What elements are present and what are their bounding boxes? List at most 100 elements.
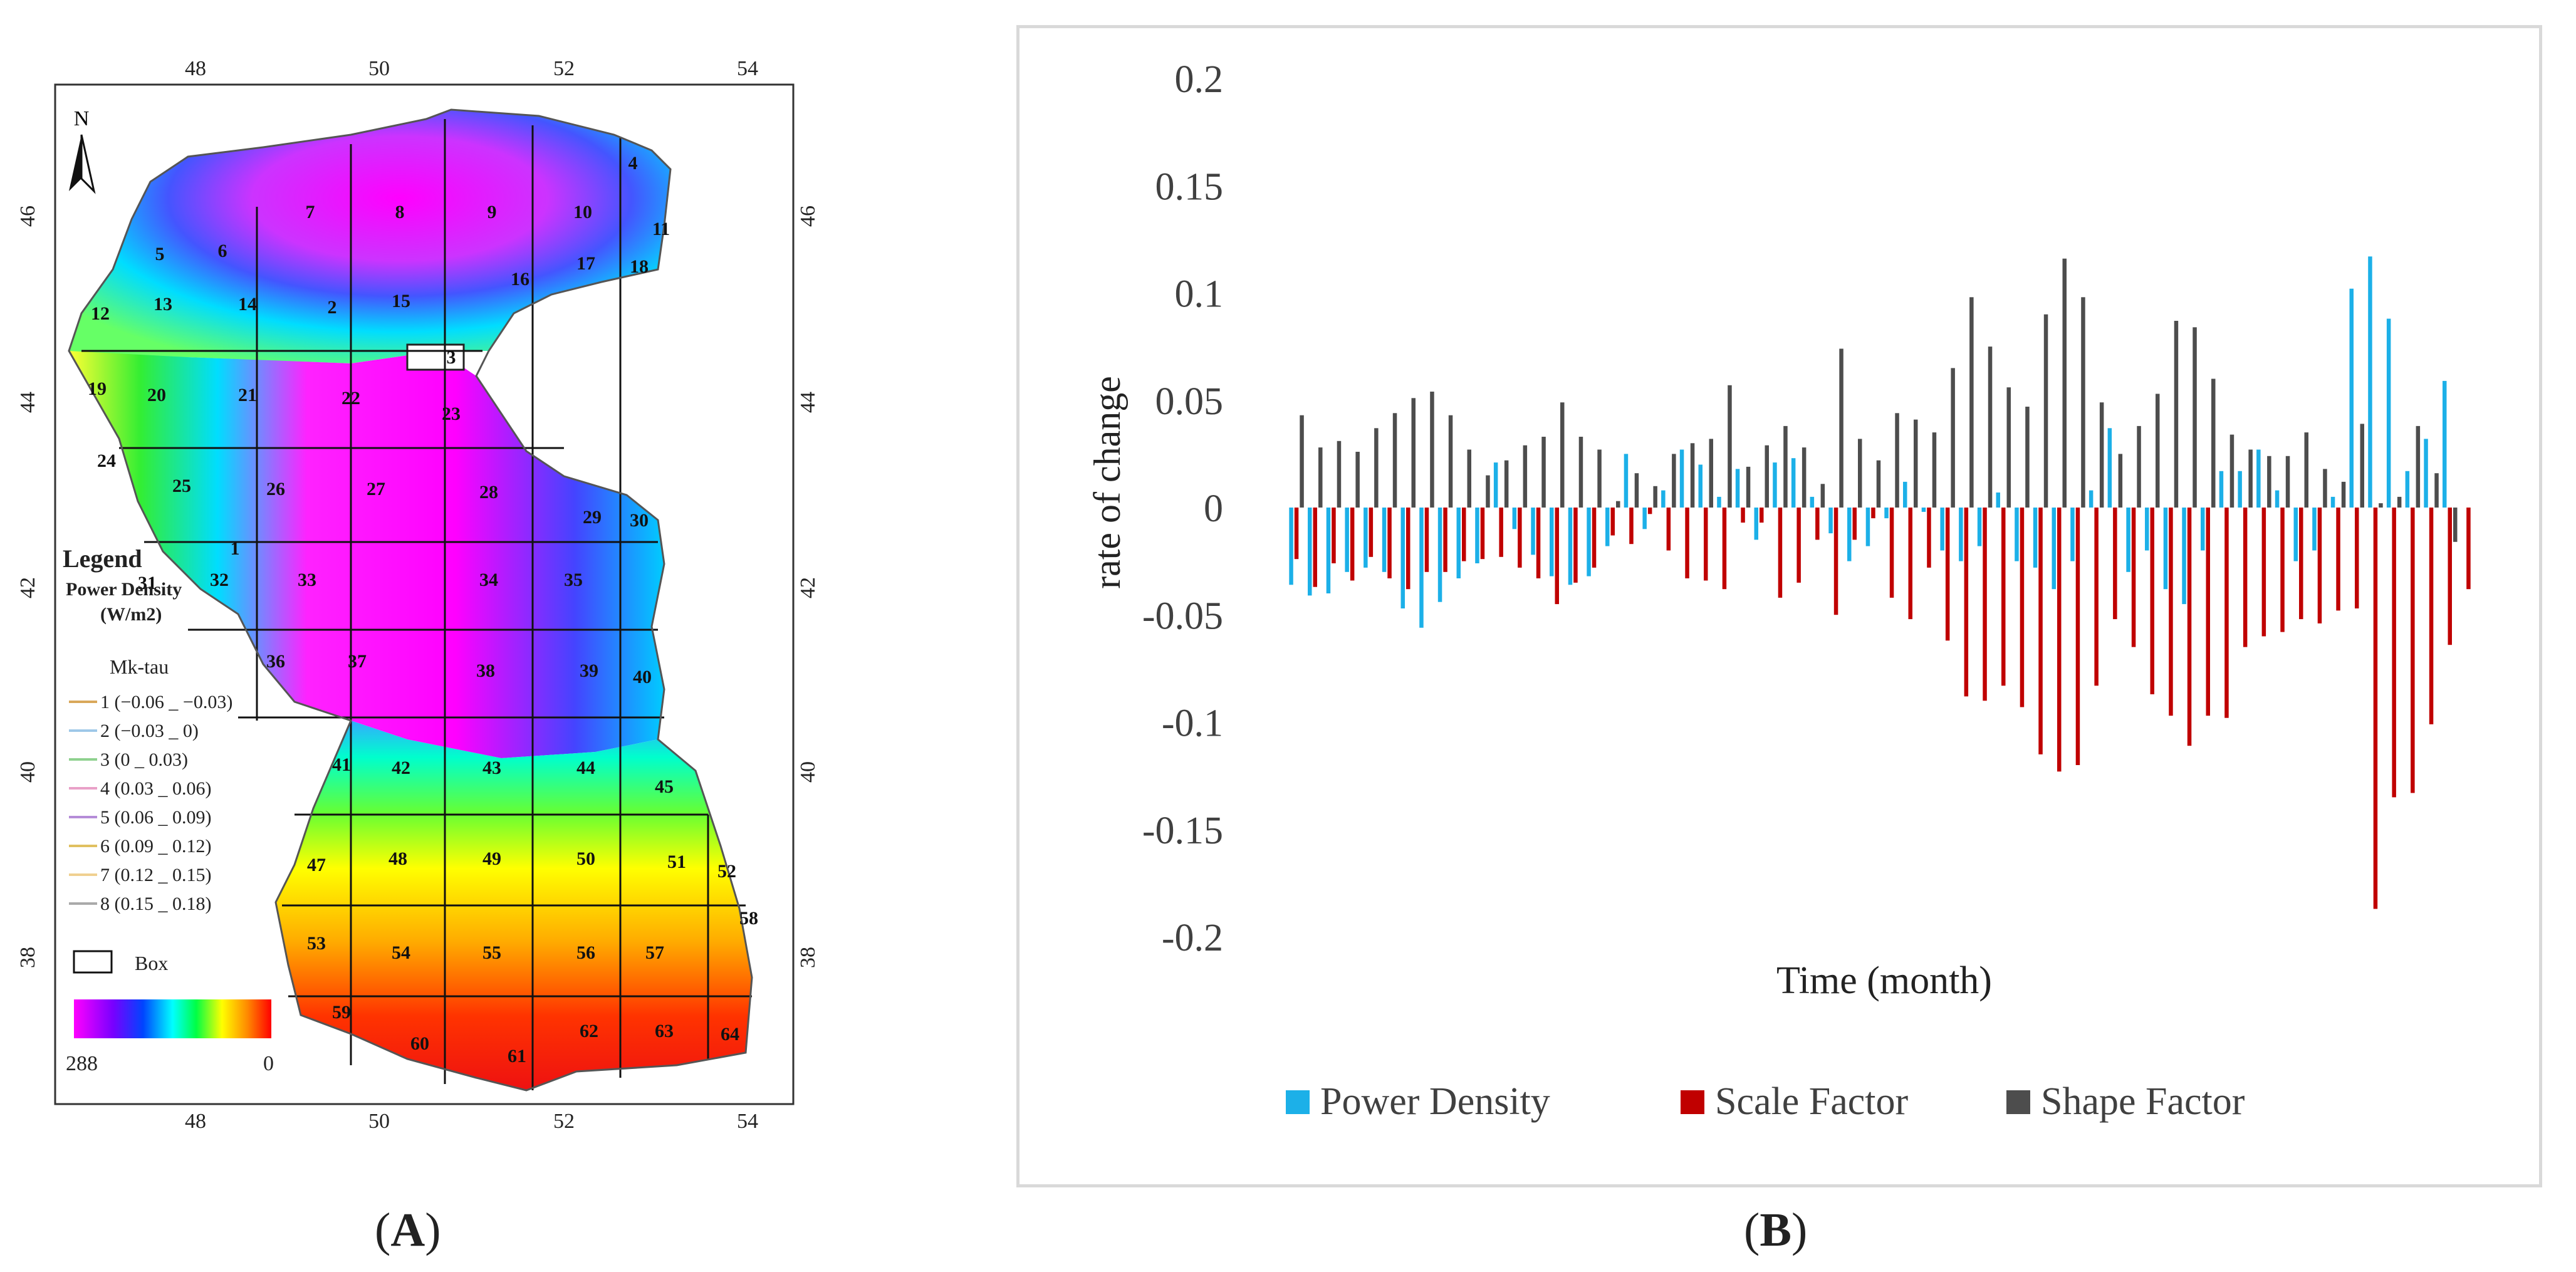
bar-scale-factor	[1927, 508, 1931, 568]
bar-scale-factor	[1741, 508, 1745, 523]
caption-b: (B)	[1744, 1203, 1807, 1258]
mk-class-label: 5 (0.06 _ 0.09)	[100, 807, 211, 828]
bar-shape-factor	[2434, 473, 2439, 508]
bar-power-density	[1977, 508, 1982, 546]
bar-shape-factor	[1783, 425, 1788, 508]
bar-power-density	[1810, 496, 1815, 508]
legend-swatch	[1286, 1090, 1310, 1114]
bar-power-density	[2349, 288, 2354, 508]
bar-power-density	[1308, 508, 1312, 596]
bar-scale-factor	[1424, 508, 1429, 572]
bar-scale-factor	[1908, 508, 1912, 620]
bar-power-density	[1940, 508, 1944, 551]
top-tick: 54	[737, 57, 758, 80]
grid-cell-label: 20	[147, 385, 166, 405]
bar-power-density	[2386, 318, 2391, 508]
grid-cell-label: 61	[508, 1046, 526, 1066]
bar-shape-factor	[1374, 428, 1379, 508]
bar-shape-factor	[2304, 432, 2308, 508]
bar-power-density	[1400, 508, 1405, 608]
grid-cell-label: 59	[332, 1002, 351, 1023]
legend-title: Legend	[63, 545, 142, 573]
north-caspian-region	[69, 110, 670, 363]
bar-power-density	[1828, 508, 1833, 534]
caption-a-letter: A	[390, 1204, 425, 1256]
grid-cell-label: 8	[395, 202, 405, 222]
legend-units: (W/m2)	[100, 604, 162, 625]
grid-cell-label: 42	[392, 758, 410, 778]
bar-scale-factor	[1685, 508, 1689, 578]
map-legend: Legend Power Density (W/m2) Mk-tau 1 (−0…	[63, 545, 274, 1075]
island-box	[406, 343, 465, 371]
grid-cell-label: 11	[652, 219, 670, 239]
bar-shape-factor	[1839, 348, 1843, 508]
grid-cell-label: 25	[172, 476, 191, 496]
grid-cell-label: 53	[307, 933, 326, 954]
bar-power-density	[1903, 481, 1907, 508]
box-swatch	[73, 950, 113, 974]
bar-scale-factor	[1406, 508, 1411, 590]
grid-cell-label: 63	[655, 1021, 674, 1041]
rate-of-change-chart: 0.2 0.15 0.1 0.05 0 -0.05 -0.1 -0.15 -0.2 rate of…	[1087, 58, 2471, 1123]
bar-power-density	[1847, 508, 1852, 561]
grid-cell-label: 45	[655, 776, 674, 797]
coastline	[68, 108, 753, 1092]
left-tick: 46	[16, 206, 39, 227]
bar-power-density	[1642, 508, 1647, 529]
grid-cell-label: 5	[155, 244, 165, 264]
y-tick-label: 0.2	[1175, 58, 1224, 101]
bar-shape-factor	[1709, 439, 1713, 508]
bar-power-density	[1475, 508, 1479, 563]
bar-power-density	[2033, 508, 2038, 568]
bar-power-density	[1587, 508, 1591, 576]
grid-cell-label: 27	[367, 479, 385, 499]
grid-cell-label: 17	[576, 253, 595, 274]
grid-cell-label: 49	[482, 848, 501, 869]
grid-cell-label: 52	[717, 861, 736, 882]
grid-cell-label: 38	[476, 660, 495, 681]
grid-cell-label: 22	[342, 388, 360, 409]
bar-scale-factor	[1462, 508, 1466, 561]
bar-shape-factor	[1690, 443, 1695, 508]
map-frame	[54, 83, 795, 1105]
bar-shape-factor	[1932, 432, 1937, 508]
bar-scale-factor	[2001, 508, 2006, 686]
bar-scale-factor	[2094, 508, 2099, 686]
bar-scale-factor	[2429, 508, 2434, 724]
bar-shape-factor	[1820, 484, 1825, 508]
bar-shape-factor	[1430, 392, 1434, 508]
bar-scale-factor	[1592, 508, 1597, 568]
box-label: Box	[135, 952, 168, 974]
grid-cell-label: 37	[348, 651, 367, 672]
legend-swatch	[1681, 1090, 1704, 1114]
mk-class-label: 1 (−0.06 _ −0.03)	[100, 692, 232, 712]
grid-cell-label: 64	[721, 1024, 739, 1045]
bar-power-density	[1735, 469, 1740, 508]
grid-cell-label: 16	[511, 269, 529, 289]
bar-scale-factor	[2448, 508, 2452, 645]
bar-scale-factor	[1945, 508, 1950, 641]
x-axis-title: Time (month)	[1776, 959, 1992, 1002]
bar-power-density	[2424, 439, 2428, 508]
bar-scale-factor	[2020, 508, 2025, 707]
bar-power-density	[1364, 508, 1368, 568]
bar-shape-factor	[2062, 258, 2067, 508]
bar-power-density	[2107, 428, 2112, 508]
bar-scale-factor	[2243, 508, 2248, 647]
grid-cell-label: 3	[447, 347, 456, 368]
bar-shape-factor	[1858, 439, 1862, 508]
bottom-tick: 48	[185, 1110, 206, 1133]
bar-power-density	[2368, 256, 2372, 508]
bar-scale-factor	[2224, 508, 2229, 718]
bar-power-density	[2182, 508, 2186, 605]
bar-shape-factor	[2043, 314, 2048, 508]
bar-power-density	[1865, 508, 1870, 546]
bar-power-density	[2088, 490, 2094, 508]
grid-cell-label: 13	[154, 294, 172, 315]
bar-power-density	[1382, 508, 1387, 572]
bar-shape-factor	[1951, 368, 1955, 508]
y-tick-label: -0.05	[1142, 595, 1223, 637]
grid-cell-label: 41	[332, 754, 351, 775]
top-tick: 50	[368, 57, 390, 80]
